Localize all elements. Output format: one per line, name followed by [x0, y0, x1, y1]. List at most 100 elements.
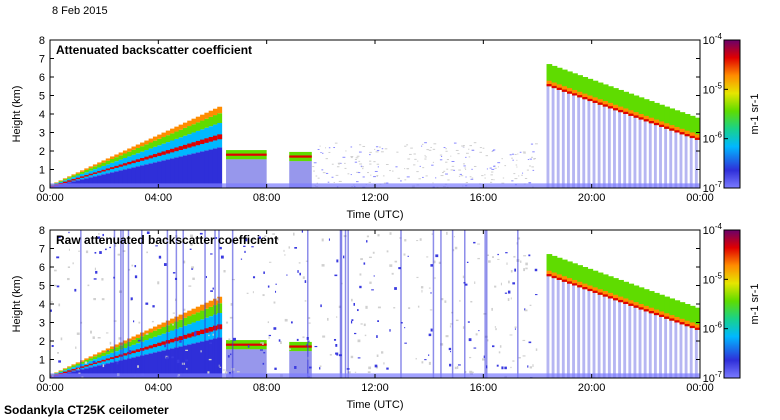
noise-pixel: [528, 182, 531, 184]
backscatter-cell: [110, 348, 115, 353]
backscatter-peak: [577, 285, 583, 288]
noise-pixel: [67, 266, 71, 268]
precip-streak: [684, 136, 688, 188]
backscatter-peak: [556, 87, 563, 90]
backscatter-cell: [551, 272, 558, 279]
noise-column: [432, 230, 435, 378]
noise-pixel: [465, 181, 468, 183]
backscatter-peak: [148, 345, 154, 349]
noise-pixel: [403, 253, 406, 256]
noise-pixel: [530, 143, 534, 145]
x-axis-label: Time (UTC): [346, 399, 403, 411]
noise-pixel: [359, 144, 362, 146]
noise-pixel: [344, 162, 346, 164]
noise-pixel: [172, 272, 176, 274]
noise-pixel: [77, 368, 79, 370]
noise-pixel: [350, 156, 354, 158]
noise-pixel: [336, 316, 338, 318]
backscatter-cell: [161, 322, 167, 328]
noise-pixel: [329, 353, 332, 356]
noise-pixel: [212, 333, 214, 336]
backscatter-cell: [75, 362, 81, 364]
noise-pixel: [222, 369, 226, 371]
noise-pixel: [525, 262, 528, 266]
noise-pixel: [74, 288, 77, 292]
noise-pixel: [333, 147, 336, 149]
noise-pixel: [99, 251, 102, 254]
cloud-base: [289, 155, 312, 158]
backscatter-peak: [195, 330, 201, 336]
x-tick-label: 08:00: [253, 382, 281, 394]
noise-pixel: [194, 333, 197, 337]
backscatter-cell: [84, 368, 90, 378]
backscatter-cell: [689, 322, 696, 329]
noise-pixel: [512, 360, 515, 362]
backscatter-cell: [664, 106, 670, 129]
noise-pixel: [493, 179, 495, 181]
noise-pixel: [511, 180, 514, 182]
noise-pixel: [327, 181, 330, 183]
noise-pixel: [232, 337, 236, 341]
precip-streak: [648, 313, 652, 378]
colorbar: [723, 229, 741, 379]
noise-column: [175, 230, 178, 378]
precip-streak: [674, 322, 678, 378]
noise-pixel: [369, 163, 372, 165]
noise-pixel: [516, 166, 518, 168]
noise-pixel: [354, 371, 357, 373]
noise-pixel: [336, 166, 340, 168]
backscatter-peak: [71, 178, 77, 181]
colorbar-tick-label: 10-6: [703, 131, 723, 146]
noise-pixel: [440, 155, 443, 157]
backscatter-cell: [653, 309, 660, 316]
noise-pixel: [446, 231, 448, 235]
noise-pixel: [252, 291, 254, 294]
y-tick-label: 0: [39, 183, 45, 195]
noise-pixel: [105, 332, 109, 334]
backscatter-cell: [80, 361, 85, 364]
backscatter-cell: [178, 314, 184, 320]
noise-pixel: [334, 142, 338, 144]
noise-pixel: [459, 299, 461, 302]
noise-pixel: [404, 179, 407, 181]
noise-pixel: [504, 165, 507, 167]
backscatter-cell: [577, 265, 583, 288]
noise-pixel: [421, 361, 424, 364]
noise-pixel: [56, 256, 60, 259]
backscatter-peak: [97, 361, 103, 363]
noise-pixel: [363, 262, 366, 265]
noise-pixel: [441, 298, 444, 301]
noise-pixel: [373, 275, 375, 277]
noise-column: [347, 230, 349, 378]
backscatter-peak: [592, 290, 599, 293]
noise-pixel: [183, 308, 186, 311]
noise-pixel: [435, 177, 437, 179]
noise-pixel: [533, 158, 536, 160]
noise-pixel: [377, 234, 380, 237]
noise-pixel: [376, 175, 378, 177]
noise-column: [182, 230, 184, 378]
backscatter-cell: [182, 127, 188, 136]
noise-pixel: [430, 328, 433, 332]
noise-pixel: [97, 337, 101, 339]
backscatter-cell: [105, 160, 111, 165]
noise-pixel: [499, 345, 502, 348]
noise-pixel: [471, 168, 473, 170]
backscatter-cell: [122, 153, 128, 158]
backscatter-cell: [178, 319, 184, 328]
noise-pixel: [453, 169, 456, 171]
backscatter-cell: [607, 276, 614, 299]
backscatter-cell: [653, 119, 660, 126]
backscatter-peak: [161, 341, 167, 345]
noise-pixel: [313, 170, 315, 172]
backscatter-peak: [551, 275, 558, 279]
noise-pixel: [205, 275, 207, 279]
noise-column: [307, 230, 309, 378]
noise-pixel: [400, 322, 403, 324]
feature-elevated-cloud: [546, 254, 700, 378]
noise-pixel: [284, 254, 286, 256]
y-tick-label: 1: [39, 355, 45, 367]
noise-pixel: [518, 175, 520, 177]
noise-pixel: [374, 364, 378, 368]
noise-pixel: [445, 161, 448, 163]
